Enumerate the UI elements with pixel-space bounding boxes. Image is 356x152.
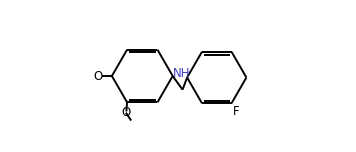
Text: O: O	[121, 106, 131, 119]
Text: F: F	[233, 105, 240, 118]
Text: O: O	[94, 69, 103, 83]
Text: NH: NH	[173, 67, 190, 80]
